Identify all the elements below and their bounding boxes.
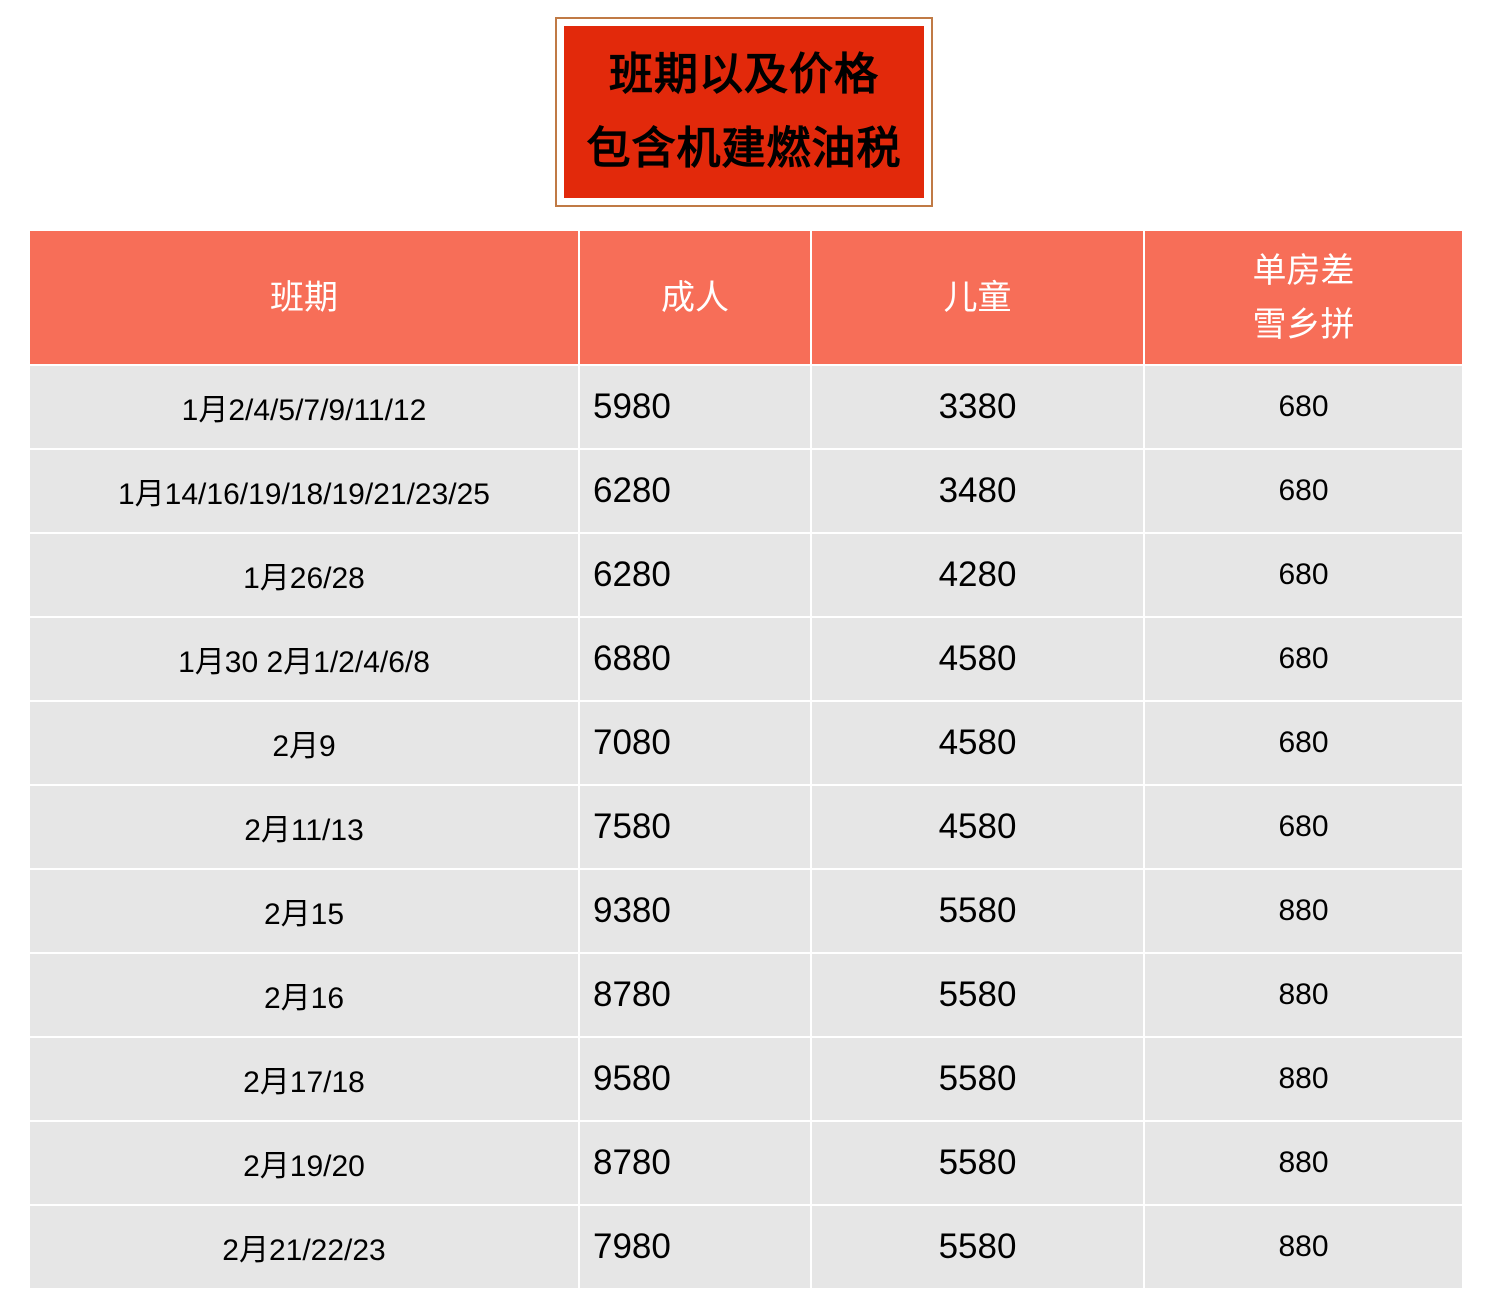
table-row: 2月17/18 9580 5580 880 [30, 1037, 1462, 1122]
cell-adult-price: 5980 [579, 365, 812, 450]
cell-adult-price: 7980 [579, 1205, 812, 1290]
header-single-room-line2: 雪乡拼 [1252, 305, 1355, 344]
header-adult: 成人 [579, 231, 812, 366]
cell-child-price: 4280 [811, 533, 1145, 618]
cell-schedule: 2月21/22/23 [30, 1205, 580, 1290]
cell-single-room-price: 680 [1144, 533, 1462, 618]
header-schedule: 班期 [30, 231, 580, 366]
table-row: 2月11/13 7580 4580 680 [30, 785, 1462, 870]
cell-schedule: 2月15 [30, 869, 580, 954]
table-row: 2月15 9380 5580 880 [30, 869, 1462, 954]
cell-child-price: 5580 [811, 953, 1145, 1038]
table-row: 2月19/20 8780 5580 880 [30, 1121, 1462, 1206]
cell-single-room-price: 880 [1144, 1037, 1462, 1122]
cell-single-room-price: 680 [1144, 365, 1462, 450]
cell-single-room-price: 880 [1144, 869, 1462, 954]
table-row: 1月2/4/5/7/9/11/12 5980 3380 680 [30, 365, 1462, 450]
cell-child-price: 5580 [811, 1121, 1145, 1206]
cell-single-room-price: 880 [1144, 1205, 1462, 1290]
table-row: 2月9 7080 4580 680 [30, 701, 1462, 786]
cell-schedule: 2月16 [30, 953, 580, 1038]
cell-schedule: 1月2/4/5/7/9/11/12 [30, 365, 580, 450]
cell-adult-price: 9380 [579, 869, 812, 954]
cell-child-price: 4580 [811, 701, 1145, 786]
header-single-room: 单房差 雪乡拼 [1144, 231, 1462, 366]
price-table: 班期 成人 儿童 单房差雪乡拼 1月2/4/5/7/9/11/12 5980 338… [30, 231, 1462, 1290]
table-row: 1月26/28 6280 4280 680 [30, 533, 1462, 618]
cell-schedule: 2月19/20 [30, 1121, 580, 1206]
cell-child-price: 4580 [811, 785, 1145, 870]
cell-child-price: 3380 [811, 365, 1145, 450]
cell-child-price: 5580 [811, 869, 1145, 954]
cell-adult-price: 7080 [579, 701, 812, 786]
cell-adult-price: 6880 [579, 617, 812, 702]
title-line-2: 包含机建燃油税 [586, 123, 902, 174]
cell-child-price: 3480 [811, 449, 1145, 534]
title-banner: 班期以及价格 包含机建燃油税 [555, 17, 933, 207]
cell-child-price: 4580 [811, 617, 1145, 702]
cell-schedule: 2月17/18 [30, 1037, 580, 1122]
cell-single-room-price: 680 [1144, 701, 1462, 786]
title-line-1: 班期以及价格 [609, 49, 879, 100]
cell-child-price: 5580 [811, 1205, 1145, 1290]
cell-single-room-price: 880 [1144, 1121, 1462, 1206]
cell-adult-price: 6280 [579, 533, 812, 618]
header-single-room-line1: 单房差 [1252, 251, 1355, 290]
cell-single-room-price: 680 [1144, 785, 1462, 870]
table-row: 1月30 2月1/2/4/6/8 6880 4580 680 [30, 617, 1462, 702]
table-row: 1月14/16/19/18/19/21/23/25 6280 3480 680 [30, 449, 1462, 534]
cell-adult-price: 6280 [579, 449, 812, 534]
title-banner-inner: 班期以及价格 包含机建燃油税 [564, 26, 924, 198]
cell-schedule: 1月30 2月1/2/4/6/8 [30, 617, 580, 702]
table-header-row: 班期 成人 儿童 单房差雪乡拼 [30, 231, 1462, 366]
cell-schedule: 2月11/13 [30, 785, 580, 870]
table-row: 2月21/22/23 7980 5580 880 [30, 1205, 1462, 1290]
table-row: 2月16 8780 5580 880 [30, 953, 1462, 1038]
cell-schedule: 1月14/16/19/18/19/21/23/25 [30, 449, 580, 534]
cell-child-price: 5580 [811, 1037, 1145, 1122]
cell-single-room-price: 880 [1144, 953, 1462, 1038]
cell-adult-price: 8780 [579, 1121, 812, 1206]
cell-single-room-price: 680 [1144, 449, 1462, 534]
cell-adult-price: 9580 [579, 1037, 812, 1122]
header-child: 儿童 [811, 231, 1145, 366]
cell-adult-price: 7580 [579, 785, 812, 870]
cell-schedule: 1月26/28 [30, 533, 580, 618]
cell-single-room-price: 680 [1144, 617, 1462, 702]
cell-schedule: 2月9 [30, 701, 580, 786]
cell-adult-price: 8780 [579, 953, 812, 1038]
